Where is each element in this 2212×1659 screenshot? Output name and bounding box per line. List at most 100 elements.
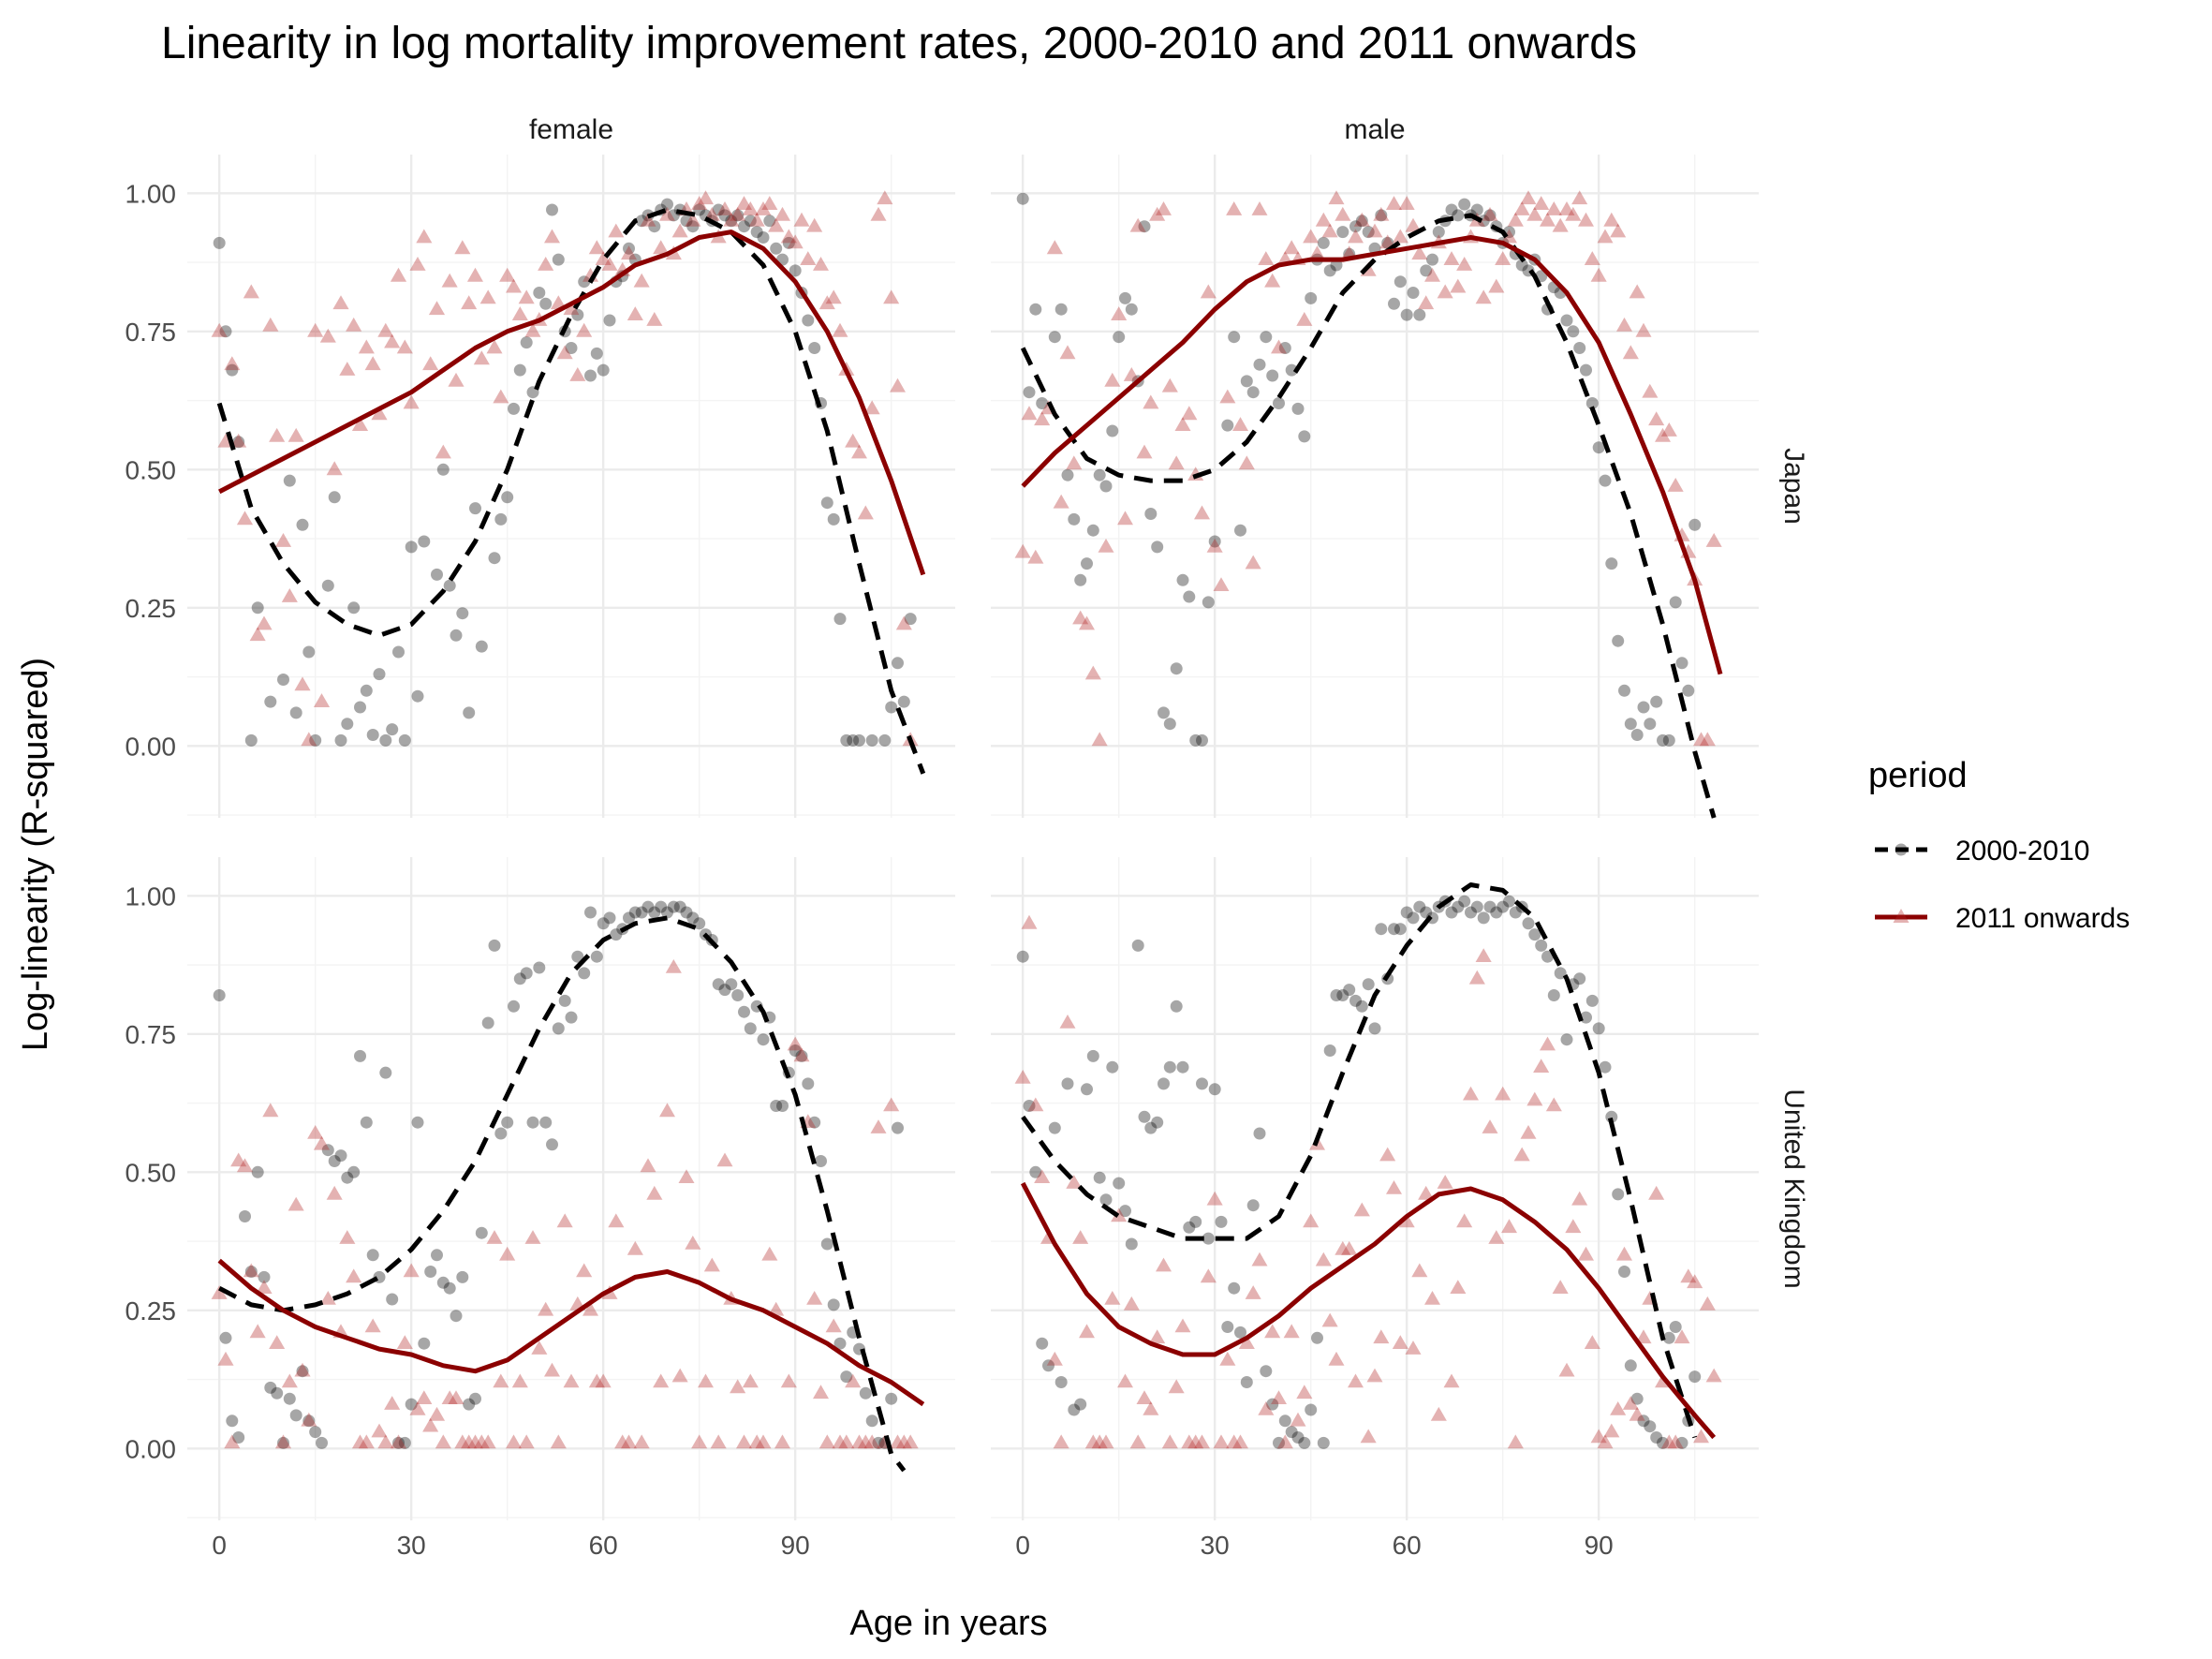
data-point-2011-onwards — [1238, 455, 1255, 470]
data-point-2000-2010 — [725, 978, 738, 991]
data-point-2000-2010 — [859, 1386, 872, 1400]
data-point-2000-2010 — [1612, 1188, 1625, 1201]
legend-key-2011-onwards — [1875, 909, 1927, 923]
data-point-2000-2010 — [872, 1436, 885, 1449]
data-point-2011-onwards — [870, 1119, 887, 1133]
data-point-2000-2010 — [1234, 1326, 1246, 1339]
data-point-2000-2010 — [802, 314, 815, 327]
data-point-2011-onwards — [1616, 1246, 1632, 1261]
data-point-2011-onwards — [1386, 1180, 1402, 1194]
data-point-2000-2010 — [1394, 923, 1407, 936]
data-point-2000-2010 — [1151, 1116, 1164, 1129]
data-point-2011-onwards — [236, 511, 254, 526]
data-point-2000-2010 — [1599, 474, 1612, 487]
data-point-2000-2010 — [808, 342, 821, 354]
data-point-2000-2010 — [398, 733, 411, 747]
data-point-2011-onwards — [435, 444, 451, 459]
data-point-2011-onwards — [1373, 206, 1390, 221]
data-point-2000-2010 — [1074, 1398, 1087, 1411]
data-point-2000-2010 — [584, 369, 597, 382]
data-point-2000-2010 — [802, 1077, 815, 1090]
data-point-2011-onwards — [1545, 1097, 1562, 1112]
data-point-2011-onwards — [780, 229, 797, 244]
data-point-2000-2010 — [373, 668, 386, 681]
data-point-2011-onwards — [1206, 1191, 1223, 1206]
data-point-2000-2010 — [539, 1116, 553, 1129]
data-point-2000-2010 — [680, 215, 693, 228]
legend-label: 2000-2010 — [1955, 836, 2089, 867]
data-point-2000-2010 — [1650, 1431, 1663, 1444]
data-point-2011-onwards — [710, 1434, 727, 1449]
data-point-2000-2010 — [635, 906, 648, 919]
data-point-2011-onwards — [608, 223, 625, 238]
data-point-2011-onwards — [748, 1434, 765, 1449]
data-point-2000-2010 — [347, 601, 361, 615]
data-point-2000-2010 — [456, 1270, 469, 1283]
data-point-2011-onwards — [351, 417, 369, 431]
data-point-2011-onwards — [1597, 1434, 1614, 1449]
data-point-2000-2010 — [1580, 363, 1592, 377]
data-point-2011-onwards — [1168, 1379, 1185, 1394]
data-point-2000-2010 — [232, 436, 245, 449]
data-point-2011-onwards — [466, 1434, 483, 1449]
data-point-2011-onwards — [422, 1417, 439, 1432]
data-point-2011-onwards — [761, 196, 778, 210]
data-point-2011-onwards — [761, 1246, 778, 1261]
data-point-2011-onwards — [1296, 1385, 1313, 1400]
data-point-2000-2010 — [731, 989, 745, 1001]
data-point-2000-2010 — [481, 1016, 494, 1029]
data-point-2011-onwards — [1014, 1070, 1031, 1084]
data-point-2000-2010 — [360, 684, 373, 697]
data-point-2011-onwards — [1014, 543, 1031, 558]
data-point-2011-onwards — [326, 1185, 343, 1200]
data-point-2000-2010 — [469, 502, 481, 515]
data-point-2011-onwards — [1232, 417, 1248, 431]
data-point-2011-onwards — [1456, 257, 1473, 271]
data-point-2011-onwards — [403, 1263, 420, 1278]
data-point-2000-2010 — [475, 640, 488, 653]
data-point-2011-onwards — [1674, 1329, 1690, 1344]
data-point-2000-2010 — [1355, 215, 1368, 228]
data-point-2011-onwards — [621, 1434, 637, 1449]
data-point-2000-2010 — [1637, 1415, 1650, 1428]
data-point-2000-2010 — [1420, 264, 1433, 277]
data-point-2000-2010 — [1163, 718, 1176, 731]
trend-line-2000-2010 — [218, 915, 907, 1473]
data-point-2000-2010 — [1317, 1436, 1330, 1449]
data-point-2000-2010 — [1023, 386, 1036, 399]
data-point-2000-2010 — [1099, 1193, 1113, 1207]
data-point-2011-onwards — [339, 1230, 356, 1244]
data-point-2000-2010 — [673, 900, 686, 913]
data-point-2000-2010 — [795, 1049, 808, 1062]
data-point-2011-onwards — [1450, 278, 1467, 293]
data-point-2000-2010 — [744, 1022, 757, 1035]
data-point-2011-onwards — [1328, 1351, 1345, 1366]
data-point-2000-2010 — [213, 236, 226, 249]
data-point-2011-onwards — [1507, 212, 1524, 227]
data-point-2000-2010 — [1278, 1415, 1291, 1428]
data-point-2000-2010 — [1189, 733, 1202, 747]
data-point-2011-onwards — [1251, 201, 1268, 215]
data-point-2011-onwards — [1353, 212, 1370, 227]
trend-line-2000-2010 — [216, 207, 926, 775]
data-point-2011-onwards — [1680, 1268, 1697, 1283]
data-point-2000-2010 — [686, 911, 700, 925]
data-point-2011-onwards — [806, 217, 823, 232]
data-point-2011-onwards — [1264, 1324, 1281, 1339]
data-point-2000-2010 — [1630, 1392, 1644, 1405]
data-point-2011-onwards — [211, 1285, 228, 1299]
data-point-2000-2010 — [1573, 342, 1586, 354]
data-point-2000-2010 — [1336, 226, 1349, 239]
data-point-2011-onwards — [409, 257, 426, 271]
data-point-2000-2010 — [1400, 906, 1413, 919]
data-point-2011-onwards — [281, 1373, 298, 1388]
data-point-2011-onwards — [493, 1373, 509, 1388]
data-point-2011-onwards — [691, 196, 708, 210]
trend-line-2000-2010 — [1021, 882, 1698, 1439]
data-point-2000-2010 — [1388, 923, 1400, 936]
data-point-2011-onwards — [307, 322, 324, 337]
data-point-2011-onwards — [1360, 1429, 1377, 1444]
data-point-2011-onwards — [1475, 289, 1492, 304]
data-point-2000-2010 — [718, 209, 731, 222]
